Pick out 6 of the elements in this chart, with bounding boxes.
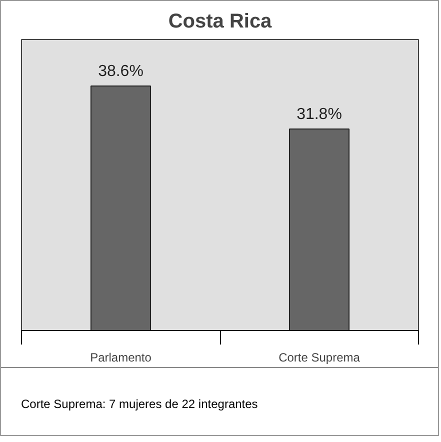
data-label: 38.6% <box>98 62 144 80</box>
chart-title: Costa Rica <box>168 10 273 32</box>
text: Corte Suprema: 7 mujeres de 22 integrantes <box>21 396 258 413</box>
x-tick-label: Corte Suprema <box>278 350 360 364</box>
data-label: 31.8% <box>296 106 342 124</box>
x-tick-label: Parlamento <box>90 350 152 364</box>
